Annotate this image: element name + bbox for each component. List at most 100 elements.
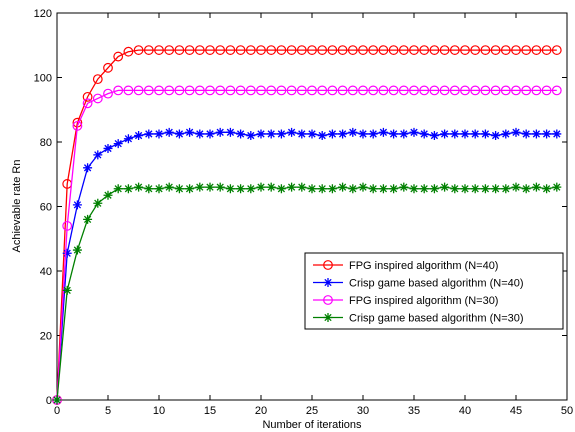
data-point [389,129,399,139]
data-point [185,184,195,194]
y-tick-label: 20 [40,331,52,343]
data-point [307,45,317,55]
data-point [235,45,246,55]
y-tick-label: 60 [40,202,52,214]
data-point [123,184,133,194]
data-point [429,131,439,141]
data-point [429,184,439,194]
data-point [542,129,552,139]
data-point [154,129,164,139]
data-point [62,248,72,258]
data-point [440,129,450,139]
data-point [460,45,470,55]
data-point [52,395,62,405]
data-point [296,45,307,55]
y-tick-label: 40 [40,266,52,278]
data-point [551,85,562,96]
data-point [511,127,521,137]
data-point [501,129,511,139]
data-point [307,85,317,96]
data-point [184,85,195,96]
data-point [164,127,174,137]
data-point [235,85,246,96]
data-point [113,51,124,62]
x-tick-label: 30 [357,405,369,417]
series-4 [52,182,562,405]
y-tick-label: 100 [34,73,52,85]
data-point [449,85,460,96]
x-tick-label: 25 [306,405,318,417]
data-point [266,85,277,96]
legend-entry: Crisp game based algorithm (N=40) [313,278,524,290]
data-point [92,93,103,104]
data-point [245,85,256,96]
data-point [398,85,409,96]
data-point [174,129,184,139]
data-point [470,184,480,194]
data-point [215,182,225,192]
data-point [552,182,562,192]
legend-entry: FPG inspired algorithm (N=30) [313,295,498,307]
legend: FPG inspired algorithm (N=40) Crisp game … [304,252,564,330]
data-point [368,184,378,194]
data-point [480,45,491,55]
data-point [297,182,307,192]
data-point [287,182,297,192]
legend-swatch-marker [323,260,333,270]
data-point [143,85,154,96]
y-tick-label: 80 [40,137,52,149]
data-point [82,91,93,102]
legend-label: Crisp game based algorithm (N=40) [349,278,524,290]
data-point [103,190,113,200]
data-point [62,220,73,231]
data-point [113,85,124,96]
data-point [358,85,368,96]
data-point [368,45,379,55]
data-point [348,184,358,194]
data-point [470,85,481,96]
data-point [368,129,378,139]
data-point [174,184,184,194]
data-point [174,85,185,96]
data-point [531,182,541,192]
data-point [225,127,235,137]
data-point [246,184,256,194]
data-point [368,85,379,96]
data-point [317,184,327,194]
legend-entry: FPG inspired algorithm (N=40) [313,260,498,272]
data-point [276,129,286,139]
data-point [511,45,521,55]
data-point [317,45,328,55]
data-point [144,129,154,139]
data-point [388,45,399,55]
data-point [500,45,511,55]
plot-area [56,12,568,401]
data-point [327,184,337,194]
data-point [531,85,542,96]
data-point [491,131,501,141]
x-axis-label: Number of iterations [262,419,362,431]
data-point [103,143,113,153]
data-point [256,129,266,139]
data-point [276,45,287,55]
data-point [164,182,174,192]
data-point [266,129,276,139]
data-point [72,120,83,131]
series-2 [52,127,562,405]
y-axis-label: Achievable rate Rn [11,160,23,253]
data-point [480,129,490,139]
data-point [307,129,317,139]
data-point [82,98,93,109]
data-point [287,127,297,137]
series-1 [52,45,562,405]
data-point [143,45,154,55]
data-point [113,184,123,194]
data-point [521,129,531,139]
data-point [256,45,266,55]
data-point [164,45,175,55]
data-point [225,184,235,194]
data-point [521,45,532,55]
data-point [164,85,175,96]
data-point [439,45,450,55]
